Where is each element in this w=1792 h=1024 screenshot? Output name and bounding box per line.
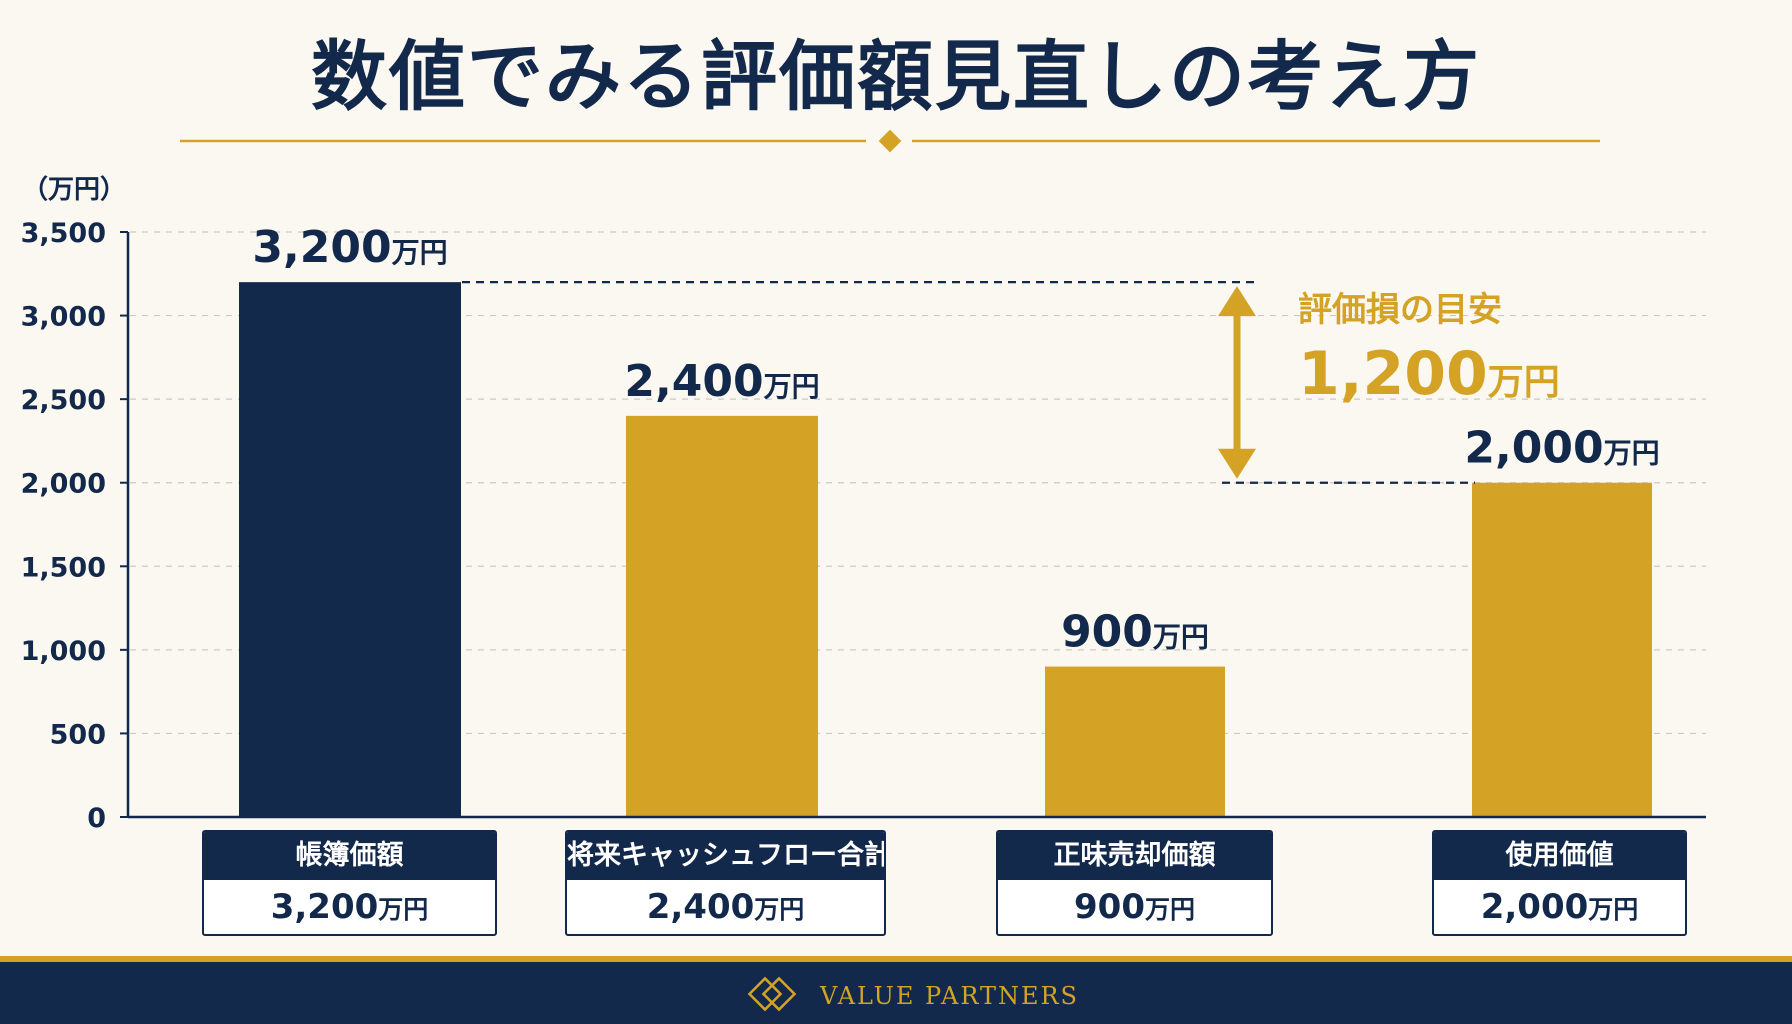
bar [626, 415, 818, 817]
category-value: 3,200万円 [270, 887, 429, 927]
y-tick-label: 3,500 [21, 218, 106, 249]
y-tick-label: 3,000 [21, 302, 106, 333]
bar-value-labels: 3,200万円 2,400万円 900万円 2,000万円 [252, 222, 1659, 657]
y-tick-label: 500 [50, 719, 106, 750]
footer: VALUE PARTNERS [0, 956, 1792, 1024]
annotation-label: 評価損の目安 [1298, 290, 1502, 330]
category-label: 将来キャッシュフロー合計 [567, 832, 884, 880]
page-title: 数値でみる評価額見直しの考え方 [311, 32, 1481, 121]
bar [239, 282, 461, 818]
y-tick-label: 2,000 [21, 469, 106, 500]
annotation-value: 1,200万円 [1298, 339, 1560, 409]
y-tick-label: 1,000 [21, 636, 106, 667]
category-box: 正味売却価額 900万円 [996, 830, 1273, 936]
arrow-down-icon [1218, 448, 1256, 479]
y-tick-label: 0 [87, 803, 106, 834]
bar-value-label: 2,000万円 [1464, 423, 1659, 474]
y-tick-label: 2,500 [21, 385, 106, 416]
category-label: 帳簿価額 [204, 832, 495, 880]
category-label: 使用価値 [1434, 832, 1685, 880]
category-box: 将来キャッシュフロー合計 2,400万円 [565, 830, 886, 936]
brand-logo-icon [747, 976, 797, 1012]
bar [1472, 482, 1652, 817]
category-value: 2,000万円 [1480, 887, 1639, 927]
category-value: 2,400万円 [646, 887, 805, 927]
arrow-up-icon [1218, 286, 1256, 317]
category-box: 使用価値 2,000万円 [1432, 830, 1687, 936]
category-value: 900万円 [1074, 887, 1195, 927]
y-axis-ticks: 0 500 1,000 1,500 2,000 2,500 3,000 3,500 [21, 218, 128, 834]
category-box: 帳簿価額 3,200万円 [202, 830, 497, 936]
bar-value-label: 3,200万円 [252, 222, 447, 273]
gridlines [130, 231, 1706, 735]
bar-value-label: 900万円 [1061, 607, 1209, 658]
bars [239, 282, 1652, 818]
y-axis-unit-label: （万円） [22, 175, 126, 205]
title-divider [180, 129, 1600, 153]
bar-value-label: 2,400万円 [624, 356, 819, 407]
bar [1045, 666, 1225, 817]
category-label: 正味売却価額 [998, 832, 1271, 880]
brand-name: VALUE PARTNERS [820, 982, 1079, 1010]
y-tick-label: 1,500 [21, 552, 106, 583]
loss-annotation: 評価損の目安 1,200万円 [462, 281, 1560, 484]
